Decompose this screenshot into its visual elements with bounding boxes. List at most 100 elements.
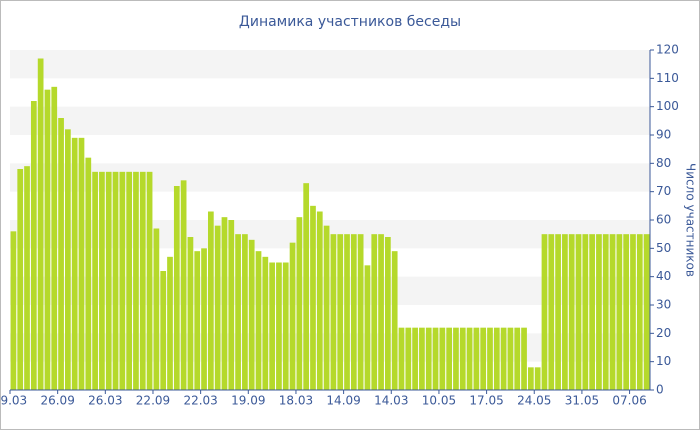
bar [391, 251, 398, 390]
bar [255, 251, 262, 390]
bar [364, 265, 371, 390]
bar [500, 327, 507, 390]
bar [85, 157, 92, 390]
bar [207, 211, 214, 390]
x-tick-label: 29.03 [0, 394, 27, 408]
bar [480, 327, 487, 390]
bar [521, 327, 527, 390]
bar [323, 225, 330, 390]
bar [378, 234, 384, 390]
bar [596, 234, 602, 390]
bar [78, 137, 85, 390]
bar [296, 217, 303, 390]
bar [493, 327, 500, 390]
y-tick-label: 50 [656, 241, 671, 255]
x-tick-label: 18.03 [279, 394, 313, 408]
y-tick-label: 120 [656, 43, 679, 57]
bar [534, 367, 541, 390]
bar [507, 327, 514, 390]
x-tick-label: 22.09 [136, 394, 170, 408]
bar [180, 180, 187, 390]
bar [630, 234, 636, 390]
bar [146, 171, 153, 390]
bar [527, 367, 534, 390]
bar [105, 171, 112, 390]
bar [269, 262, 275, 390]
bar [514, 327, 521, 390]
bar [405, 327, 412, 390]
bar [17, 169, 24, 390]
bar [643, 234, 650, 390]
y-tick-label: 90 [656, 128, 671, 142]
bar [357, 234, 364, 390]
y-tick-label: 110 [656, 71, 679, 85]
bar [589, 234, 595, 390]
bar [65, 129, 71, 391]
bar [371, 234, 378, 390]
bar [439, 327, 446, 390]
bar [350, 234, 357, 390]
bar [58, 118, 64, 390]
bar [487, 327, 493, 390]
x-tick-label: 31.05 [565, 394, 599, 408]
x-tick-label: 14.09 [326, 394, 360, 408]
y-tick-label: 10 [656, 354, 671, 368]
bar [446, 327, 453, 390]
bar [133, 171, 139, 390]
bar [303, 183, 310, 390]
bar [167, 256, 173, 390]
bar [51, 86, 58, 390]
bar [541, 234, 548, 390]
bar [623, 234, 630, 390]
bar [548, 234, 555, 390]
x-tick-label: 24.05 [517, 394, 551, 408]
y-tick-label: 20 [656, 326, 671, 340]
bar [242, 234, 248, 390]
bar [187, 237, 194, 390]
bar [71, 137, 78, 390]
bar [609, 234, 616, 390]
y-tick-label: 0 [656, 383, 664, 397]
bar [425, 327, 432, 390]
bar [214, 225, 221, 390]
bar [582, 234, 589, 390]
chart-title: Динамика участников беседы [239, 14, 461, 30]
x-tick-label: 22.03 [183, 394, 217, 408]
bar [568, 234, 575, 390]
x-tick-label: 17.05 [469, 394, 503, 408]
bar [99, 171, 105, 390]
bar [228, 220, 235, 390]
y-tick-label: 30 [656, 298, 671, 312]
bar [10, 231, 17, 390]
x-tick-label: 26.09 [40, 394, 74, 408]
bar [201, 248, 207, 390]
bar [459, 327, 466, 390]
y-tick-label: 70 [656, 184, 671, 198]
bar [385, 237, 391, 390]
bar [24, 166, 30, 390]
x-tick-label: 19.09 [231, 394, 265, 408]
bar [575, 234, 582, 390]
y-tick-label: 60 [656, 213, 671, 227]
bar [173, 186, 180, 390]
bar [473, 327, 480, 390]
bar [337, 234, 344, 390]
bar [344, 234, 350, 390]
bar [432, 327, 439, 390]
bar [139, 171, 146, 390]
bar [562, 234, 568, 390]
bar [330, 234, 337, 390]
bar [248, 239, 255, 390]
x-tick-label: 07.06 [612, 394, 646, 408]
y-axis-title: Число участников [684, 163, 698, 277]
bar [398, 327, 405, 390]
bar [419, 327, 425, 390]
bar [453, 327, 459, 390]
bar [262, 256, 269, 390]
bar [316, 211, 323, 390]
bar [92, 171, 98, 390]
y-tick-label: 100 [656, 99, 679, 113]
bar [112, 171, 119, 390]
bar [37, 58, 44, 390]
